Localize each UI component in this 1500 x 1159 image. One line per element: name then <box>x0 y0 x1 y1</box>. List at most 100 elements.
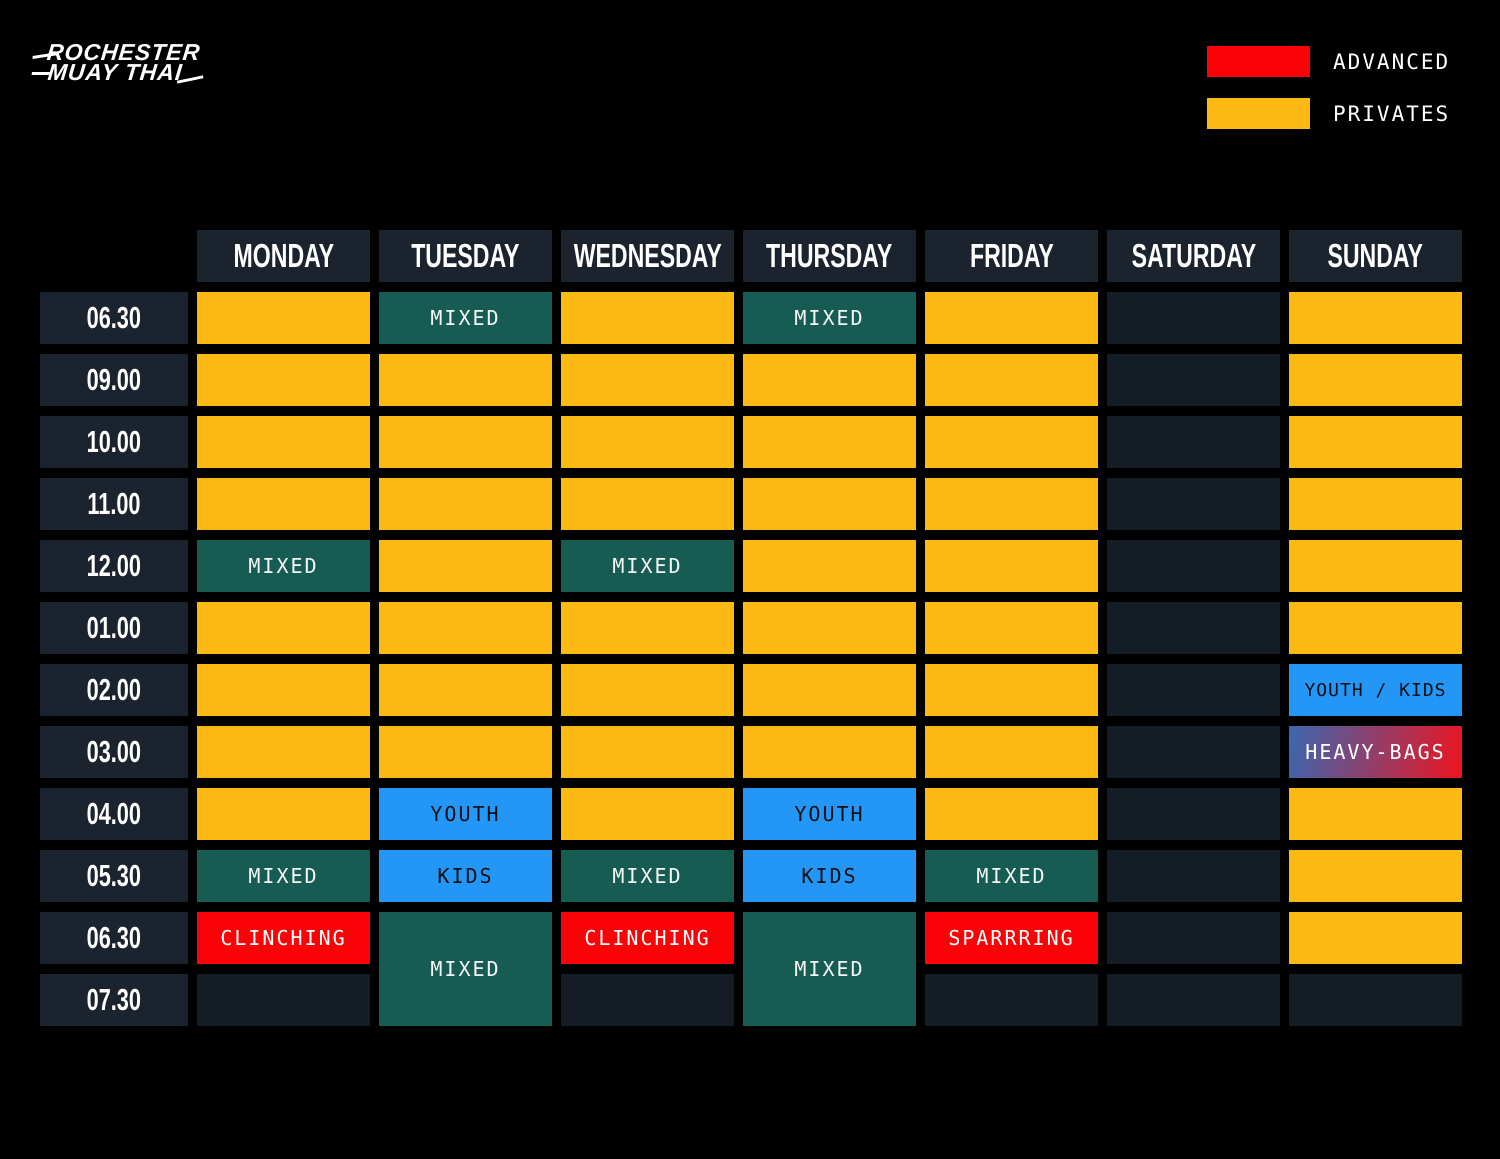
cell-sunday-0400 <box>1289 788 1462 840</box>
day-header-friday: FRIDAY <box>925 230 1098 282</box>
cell-tuesday-1200 <box>379 540 552 592</box>
time-label-text: 11.00 <box>87 486 141 521</box>
cell-wednesday-1200: MIXED <box>561 540 734 592</box>
day-header-sunday: SUNDAY <box>1289 230 1462 282</box>
logo: ROCHESTER MUAY THAI <box>44 39 202 85</box>
cell-wednesday-0630: CLINCHING <box>561 912 734 964</box>
day-header-thursday: THURSDAY <box>743 230 916 282</box>
cell-sunday-0630 <box>1289 292 1462 344</box>
cell-thursday-0900 <box>743 354 916 406</box>
cell-monday-0300 <box>197 726 370 778</box>
cell-wednesday-1000 <box>561 416 734 468</box>
cell-friday-0630: SPARRRING <box>925 912 1098 964</box>
cell-wednesday-0900 <box>561 354 734 406</box>
cell-sunday-0100 <box>1289 602 1462 654</box>
cell-monday-0900 <box>197 354 370 406</box>
cell-friday-0300 <box>925 726 1098 778</box>
cell-sunday-0300: HEAVY-BAGS <box>1289 726 1462 778</box>
cell-saturday-0530 <box>1107 850 1280 902</box>
day-header-label: MONDAY <box>233 237 334 274</box>
cell-saturday-0900 <box>1107 354 1280 406</box>
cell-sunday-1100 <box>1289 478 1462 530</box>
cell-monday-1100 <box>197 478 370 530</box>
cell-saturday-1000 <box>1107 416 1280 468</box>
privates-color-swatch <box>1207 98 1310 129</box>
day-header-label: WEDNESDAY <box>573 237 722 274</box>
cell-monday-1000 <box>197 416 370 468</box>
legend-item-privates: PRIVATES <box>1207 98 1450 129</box>
cell-thursday-0530: KIDS <box>743 850 916 902</box>
cell-monday-1200: MIXED <box>197 540 370 592</box>
cell-thursday-1100 <box>743 478 916 530</box>
time-label-07.30: 07.30 <box>40 974 188 1026</box>
cell-monday-0200 <box>197 664 370 716</box>
day-header-wednesday: WEDNESDAY <box>561 230 734 282</box>
cell-saturday-0100 <box>1107 602 1280 654</box>
legend: ADVANCED PRIVATES <box>1207 46 1450 150</box>
time-label-06.30: 06.30 <box>40 912 188 964</box>
day-header-label: TUESDAY <box>411 237 520 274</box>
time-label-text: 04.00 <box>86 796 142 831</box>
cell-wednesday-0100 <box>561 602 734 654</box>
time-label-12.00: 12.00 <box>40 540 188 592</box>
time-label-text: 12.00 <box>86 548 142 583</box>
cell-saturday-0630 <box>1107 912 1280 964</box>
time-label-09.00: 09.00 <box>40 354 188 406</box>
cell-sunday-0900 <box>1289 354 1462 406</box>
day-header-saturday: SATURDAY <box>1107 230 1280 282</box>
time-label-text: 02.00 <box>86 672 142 707</box>
cell-tuesday-0630: MIXED <box>379 292 552 344</box>
cell-saturday-0200 <box>1107 664 1280 716</box>
cell-tuesday-0200 <box>379 664 552 716</box>
time-label-03.00: 03.00 <box>40 726 188 778</box>
cell-friday-0400 <box>925 788 1098 840</box>
day-header-label: FRIDAY <box>969 237 1054 274</box>
cell-friday-1200 <box>925 540 1098 592</box>
cell-thursday-0100 <box>743 602 916 654</box>
time-label-06.30: 06.30 <box>40 292 188 344</box>
cell-thursday-0200 <box>743 664 916 716</box>
cell-saturday-0400 <box>1107 788 1280 840</box>
schedule-grid: MONDAY TUESDAY WEDNESDAY THURSDAY FRIDAY SATU… <box>40 230 1462 1026</box>
cell-friday-0630 <box>925 292 1098 344</box>
cell-thursday-0300 <box>743 726 916 778</box>
cell-thursday-0630: MIXED <box>743 912 916 1026</box>
cell-friday-0200 <box>925 664 1098 716</box>
time-label-05.30: 05.30 <box>40 850 188 902</box>
day-header-label: SUNDAY <box>1327 237 1424 274</box>
cell-thursday-1200 <box>743 540 916 592</box>
cell-tuesday-0400: YOUTH <box>379 788 552 840</box>
cell-wednesday-0200 <box>561 664 734 716</box>
cell-wednesday-0300 <box>561 726 734 778</box>
time-label-01.00: 01.00 <box>40 602 188 654</box>
day-header-label: THURSDAY <box>766 237 893 274</box>
cell-saturday-1200 <box>1107 540 1280 592</box>
cell-wednesday-0730 <box>561 974 734 1026</box>
cell-friday-1000 <box>925 416 1098 468</box>
cell-tuesday-1100 <box>379 478 552 530</box>
cell-friday-0900 <box>925 354 1098 406</box>
advanced-label: ADVANCED <box>1333 49 1451 74</box>
cell-monday-0400 <box>197 788 370 840</box>
time-label-text: 07.30 <box>86 982 142 1017</box>
advanced-color-swatch <box>1207 46 1310 77</box>
cell-sunday-0530 <box>1289 850 1462 902</box>
cell-monday-0730 <box>197 974 370 1026</box>
logo-line-2: MUAY THAI <box>47 59 200 85</box>
cell-monday-0630: CLINCHING <box>197 912 370 964</box>
grid-corner-spacer <box>40 230 188 282</box>
day-header-monday: MONDAY <box>197 230 370 282</box>
time-label-text: 05.30 <box>86 858 142 893</box>
cell-tuesday-0900 <box>379 354 552 406</box>
cell-friday-0730 <box>925 974 1098 1026</box>
cell-sunday-0200: YOUTH / KIDS <box>1289 664 1462 716</box>
cell-monday-0100 <box>197 602 370 654</box>
cell-saturday-0300 <box>1107 726 1280 778</box>
day-header-tuesday: TUESDAY <box>379 230 552 282</box>
cell-monday-0530: MIXED <box>197 850 370 902</box>
time-label-04.00: 04.00 <box>40 788 188 840</box>
cell-thursday-0630: MIXED <box>743 292 916 344</box>
cell-tuesday-1000 <box>379 416 552 468</box>
cell-saturday-0630 <box>1107 292 1280 344</box>
cell-friday-1100 <box>925 478 1098 530</box>
